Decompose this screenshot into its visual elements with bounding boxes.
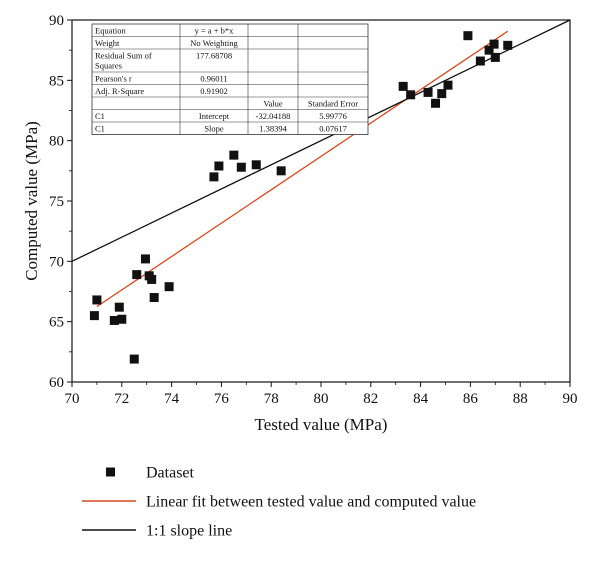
linear-fit-between-tested-value-and-computed-value-line: [96, 30, 509, 308]
data-point: [214, 161, 224, 171]
stats-table-cell: Weight: [95, 38, 120, 48]
data-point: [92, 295, 102, 305]
data-point: [117, 314, 127, 324]
stats-table-frame: [91, 23, 369, 135]
x-tick-label: 76: [214, 391, 230, 407]
x-tick-label: 90: [563, 391, 578, 407]
legend-label-linear-fit-between-tested-value-and-computed-value: Linear fit between tested value and comp…: [146, 494, 476, 511]
data-point: [164, 282, 174, 292]
x-axis-title: Tested value (MPa): [255, 415, 388, 434]
statistics-table: Equation y = a + b*x Weight No Weighting Res…: [91, 23, 369, 135]
stats-table-cell: 0.91902: [200, 86, 228, 96]
x-tick-label: 82: [363, 391, 378, 407]
x-tick-label: 78: [264, 391, 279, 407]
data-point: [209, 172, 219, 182]
stats-table-cell: Value: [263, 99, 283, 109]
y-tick-label: 70: [49, 254, 64, 270]
data-point: [423, 87, 433, 97]
data-point: [489, 39, 499, 49]
x-tick-label: 86: [463, 391, 479, 407]
data-point: [475, 56, 485, 66]
stats-table-cell: Equation: [95, 26, 126, 36]
stats-table-cell: Slope: [204, 124, 224, 134]
data-point: [140, 254, 150, 264]
y-tick-label: 65: [49, 315, 64, 331]
plot-area: 70 72 74 76 78 80 82 84 86 88 90 60 65 70 75 80 85 90 Test…: [22, 13, 578, 434]
x-tick-label: 70: [65, 391, 80, 407]
stats-table-cell: 1.38394: [259, 124, 287, 134]
stats-table-cell: 0.07617: [319, 124, 347, 134]
data-point: [89, 311, 99, 321]
data-point: [463, 31, 473, 41]
stats-table-cell: No Weighting: [190, 38, 238, 48]
stats-table-cell: Intercept: [199, 111, 230, 121]
data-point: [251, 160, 261, 170]
legend-label-dataset: Dataset: [146, 465, 195, 482]
legend-label-1-1-slope-line: 1:1 slope line: [146, 523, 232, 540]
y-tick-label: 80: [49, 134, 64, 150]
stats-table-cell: 177.68708: [196, 51, 232, 61]
data-point: [443, 80, 453, 90]
data-point: [229, 150, 239, 160]
x-tick-label: 72: [114, 391, 129, 407]
data-point: [132, 270, 142, 280]
data-point: [236, 162, 246, 172]
data-point: [484, 45, 494, 55]
data-point: [431, 98, 441, 108]
data-point: [437, 89, 447, 99]
legend: Dataset Linear fit between tested value a…: [82, 465, 476, 540]
stats-table-cell: y = a + b*x: [195, 26, 235, 36]
stats-table-cell-line: Squares: [95, 61, 122, 71]
y-tick-label: 90: [49, 13, 64, 29]
stats-table-cell-line: Residual Sum of: [95, 51, 152, 61]
data-point: [503, 40, 513, 50]
stats-table-cell: C1: [95, 124, 105, 134]
data-point: [147, 274, 157, 284]
data-point: [406, 90, 416, 100]
data-point: [276, 166, 286, 176]
data-point: [129, 354, 139, 364]
data-point: [398, 81, 408, 91]
stats-table-cell: Pearson's r: [95, 74, 132, 84]
x-tick-label: 74: [164, 391, 180, 407]
x-tick-label: 80: [314, 391, 329, 407]
data-point: [109, 315, 119, 325]
1-1-slope-line-line: [71, 19, 571, 262]
stats-table-cell: Residual Sum of Squares: [95, 51, 152, 71]
y-tick-label: 85: [49, 73, 64, 89]
y-tick-label: 60: [49, 375, 64, 391]
y-axis-title: Computed value (MPa): [22, 121, 41, 281]
data-point: [490, 52, 500, 62]
data-point: [149, 293, 159, 303]
legend-symbol-dataset: [106, 467, 115, 477]
y-tick-label: 75: [49, 194, 64, 210]
x-tick-label: 88: [513, 391, 528, 407]
stats-table-cell: Standard Error: [308, 99, 358, 109]
stats-table-cell: 5.99776: [319, 111, 347, 121]
data-point: [114, 302, 124, 312]
stats-table-cell: 0.96011: [200, 74, 227, 84]
stats-table-cell: C1: [95, 111, 105, 121]
x-tick-label: 84: [413, 391, 429, 407]
stats-table-cell: -32.04188: [256, 111, 291, 121]
stats-table-cell: Adj. R-Square: [95, 86, 144, 96]
